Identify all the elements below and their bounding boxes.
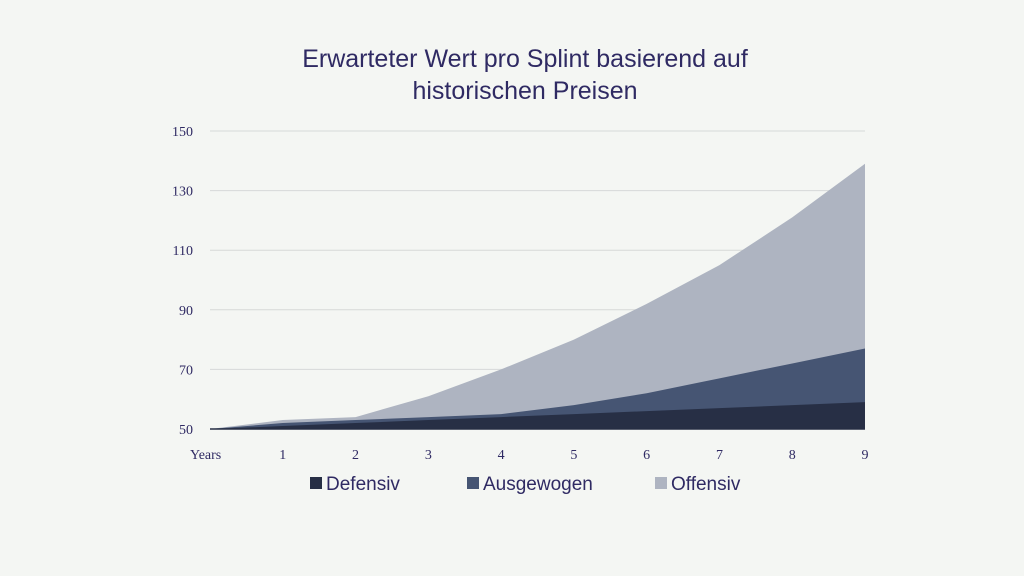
legend-label: Defensiv xyxy=(326,474,400,495)
x-tick-label: 1 xyxy=(279,448,286,463)
plot-areas xyxy=(210,163,865,430)
legend-item-defensiv: Defensiv xyxy=(310,474,400,495)
area-ausgewogen xyxy=(210,348,865,429)
y-tick-label: 110 xyxy=(173,244,193,259)
area-offensiv xyxy=(210,163,865,429)
legend-item-offensiv: Offensiv xyxy=(655,474,741,495)
x-tick-label: 8 xyxy=(789,448,796,463)
y-tick-label: 50 xyxy=(179,423,193,438)
y-axis: 50 70 90 110 130 150 xyxy=(172,125,193,438)
legend-item-ausgewogen: Ausgewogen xyxy=(467,474,593,495)
x-tick-label: 9 xyxy=(862,448,869,463)
chart-title-line-1: Erwarteter Wert pro Splint basierend auf xyxy=(302,45,748,73)
area-defensiv xyxy=(210,402,865,429)
legend-swatch xyxy=(310,477,322,489)
y-tick-label: 150 xyxy=(172,125,193,140)
legend-swatch xyxy=(467,477,479,489)
legend-label: Offensiv xyxy=(671,474,741,495)
legend-label: Ausgewogen xyxy=(483,474,593,495)
x-tick-label: 7 xyxy=(716,448,723,463)
x-axis-years-label: Years xyxy=(190,448,221,463)
legend: Defensiv Ausgewogen Offensiv xyxy=(310,474,741,495)
legend-swatch xyxy=(655,477,667,489)
x-axis: Years 1 2 3 4 5 6 7 8 9 xyxy=(190,448,869,463)
x-tick-label: 3 xyxy=(425,448,432,463)
y-tick-label: 130 xyxy=(172,185,193,200)
x-tick-label: 2 xyxy=(352,448,359,463)
x-tick-label: 6 xyxy=(643,448,650,463)
chart-title-line-2: historischen Preisen xyxy=(412,77,637,105)
x-tick-label: 4 xyxy=(498,448,505,463)
y-tick-label: 70 xyxy=(179,363,193,378)
y-tick-label: 90 xyxy=(179,304,193,319)
x-tick-label: 5 xyxy=(570,448,577,463)
